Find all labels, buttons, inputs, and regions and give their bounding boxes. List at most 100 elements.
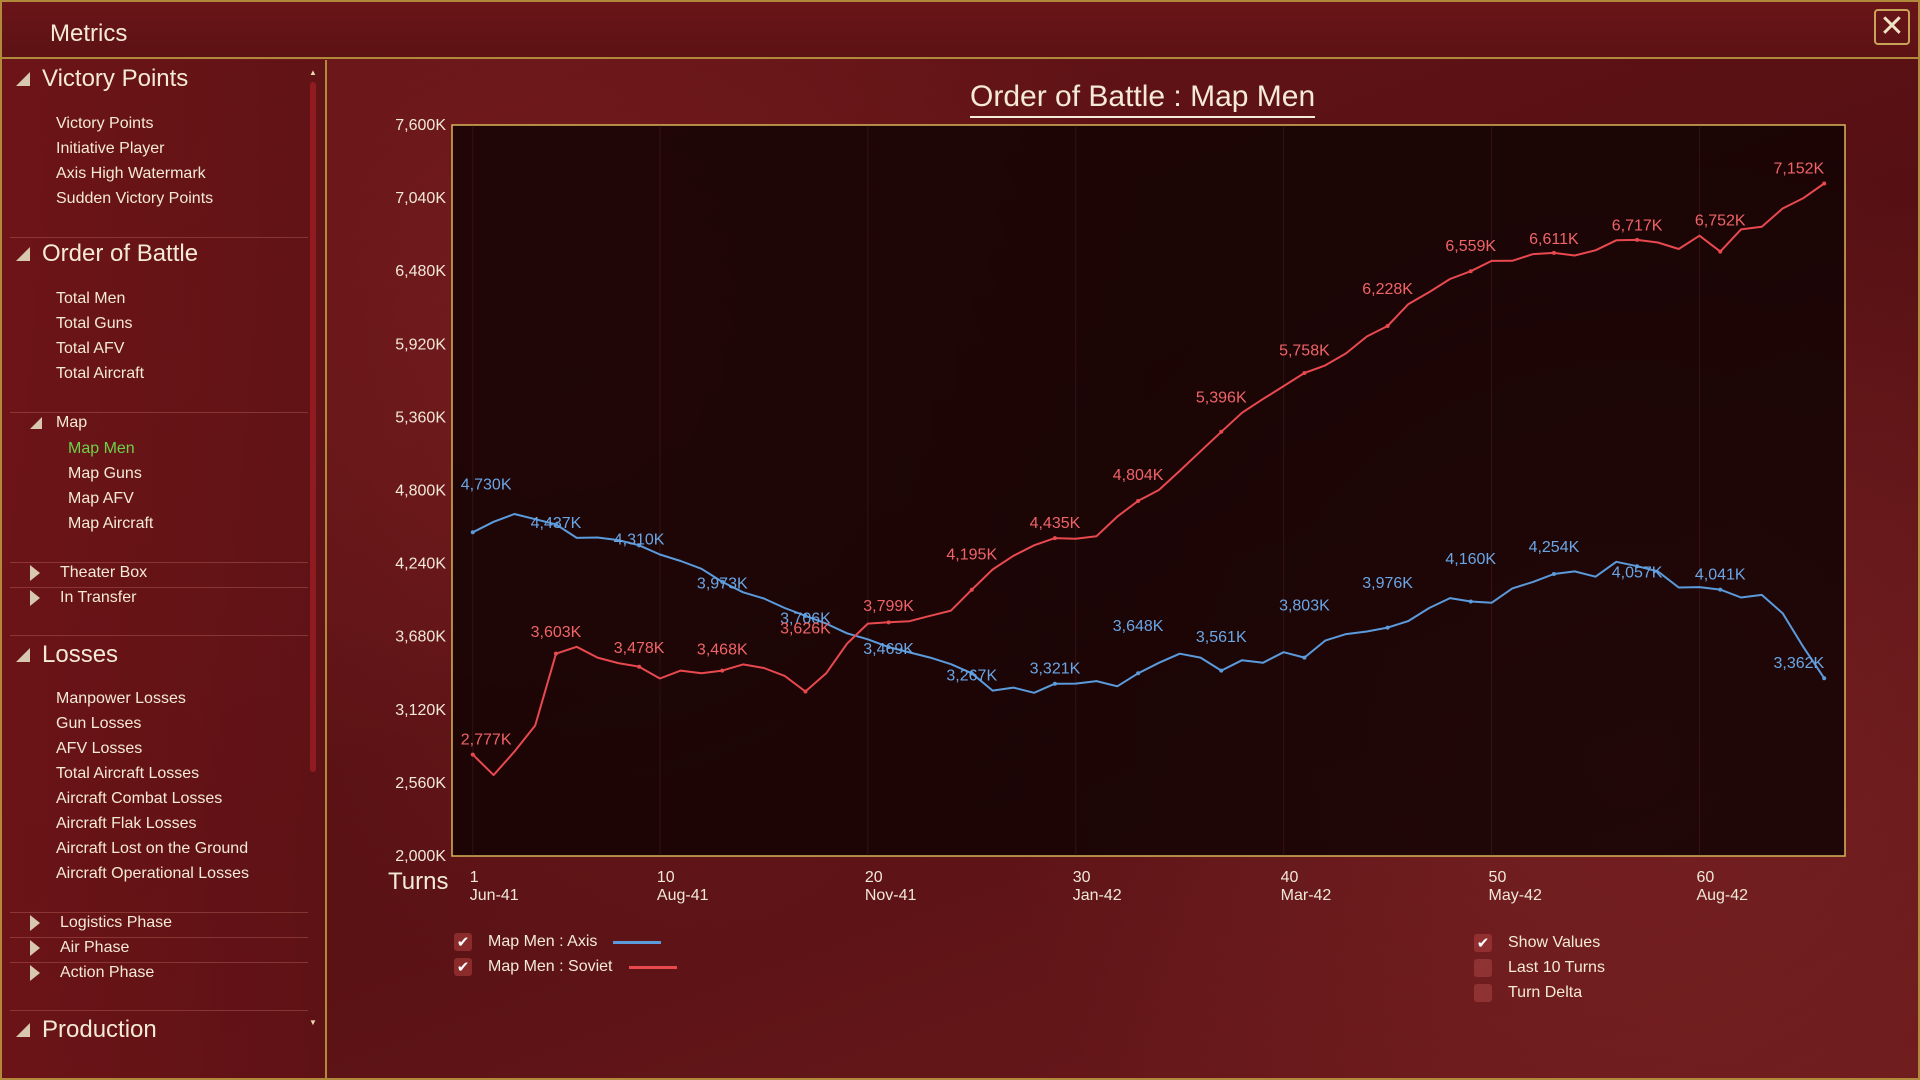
data-point xyxy=(1551,572,1556,577)
sidebar-item-map-afv[interactable]: Map AFV xyxy=(68,490,134,507)
data-label: 6,611K xyxy=(1529,231,1579,248)
group-header-theater-box[interactable]: Theater Box xyxy=(30,564,147,582)
y-tick-label: 3,680K xyxy=(395,629,446,646)
data-point xyxy=(1718,249,1723,254)
legend-label: Map Men : Axis xyxy=(488,933,598,950)
data-point xyxy=(470,752,475,757)
data-point xyxy=(886,620,891,625)
y-tick-label: 4,240K xyxy=(395,556,446,573)
series-line-soviet xyxy=(472,182,1825,777)
show-values-checkbox[interactable]: ✔ xyxy=(1474,934,1492,952)
collapse-triangle-icon xyxy=(30,590,40,606)
scroll-up-arrow-icon[interactable]: ▲ xyxy=(309,68,317,77)
group-header-action-phase[interactable]: Action Phase xyxy=(30,964,154,982)
legend-swatch-axis xyxy=(613,940,662,944)
data-label: 4,310K xyxy=(614,531,665,548)
legend-item-soviet[interactable]: ✔ Map Men : Soviet xyxy=(454,958,677,976)
close-button[interactable]: ✕ xyxy=(1874,9,1910,45)
data-label: 4,254K xyxy=(1529,539,1580,556)
section-label: Production xyxy=(42,1016,157,1043)
data-label: 4,435K xyxy=(1030,515,1081,532)
last-10-turns-checkbox[interactable] xyxy=(1474,959,1492,977)
data-point xyxy=(553,651,558,656)
section-header-order-of-battle[interactable]: Order of Battle xyxy=(16,237,198,271)
data-label: 3,803K xyxy=(1279,598,1330,615)
option-label: Show Values xyxy=(1508,934,1601,951)
sidebar-item-total-guns[interactable]: Total Guns xyxy=(56,315,133,332)
x-tick-turn-label: 60 xyxy=(1696,869,1714,886)
sidebar-item-map-guns[interactable]: Map Guns xyxy=(68,465,142,482)
section-header-victory-points[interactable]: Victory Points xyxy=(16,62,188,96)
x-tick-turn-label: 10 xyxy=(657,869,675,886)
sidebar-item-gun-losses[interactable]: Gun Losses xyxy=(56,715,142,732)
x-tick-turn-label: 40 xyxy=(1281,869,1299,886)
turn-delta-checkbox[interactable] xyxy=(1474,984,1492,1002)
data-label: 2,777K xyxy=(461,732,512,749)
data-point xyxy=(553,522,558,527)
data-point xyxy=(1551,250,1556,255)
group-header-air-phase[interactable]: Air Phase xyxy=(30,939,129,957)
section-label: Victory Points xyxy=(42,65,189,92)
data-point xyxy=(720,668,725,673)
x-tick-turn-label: 50 xyxy=(1489,869,1507,886)
option-show-values[interactable]: ✔ Show Values xyxy=(1474,934,1600,952)
data-label: 3,603K xyxy=(531,624,582,641)
x-axis-title: Turns xyxy=(388,868,449,895)
group-header-map[interactable]: Map xyxy=(30,414,87,432)
axis-series-checkbox[interactable]: ✔ xyxy=(454,933,472,951)
data-label: 3,706K xyxy=(780,610,831,627)
sidebar-item-aircraft-lost-on-ground[interactable]: Aircraft Lost on the Ground xyxy=(56,840,249,857)
sidebar-item-total-aircraft[interactable]: Total Aircraft xyxy=(56,365,145,382)
x-tick-turn-label: 30 xyxy=(1073,869,1091,886)
scroll-thumb[interactable] xyxy=(310,82,316,772)
option-last-10-turns[interactable]: Last 10 Turns xyxy=(1474,959,1605,977)
data-point xyxy=(1302,371,1307,376)
soviet-series-checkbox[interactable]: ✔ xyxy=(454,958,472,976)
data-label: 3,321K xyxy=(1030,661,1081,678)
sidebar-item-map-men[interactable]: Map Men xyxy=(68,440,135,457)
checkmark-icon: ✔ xyxy=(1476,934,1490,952)
sidebar-item-manpower-losses[interactable]: Manpower Losses xyxy=(56,690,186,707)
data-label: 6,752K xyxy=(1695,213,1746,230)
sidebar-item-afv-losses[interactable]: AFV Losses xyxy=(56,740,143,757)
sidebar-item-axis-high-watermark[interactable]: Axis High Watermark xyxy=(56,165,206,182)
sidebar-item-total-men[interactable]: Total Men xyxy=(56,290,126,307)
section-header-losses[interactable]: Losses xyxy=(16,638,118,672)
data-point xyxy=(1052,536,1057,541)
sidebar-item-initiative-player[interactable]: Initiative Player xyxy=(56,140,165,157)
option-turn-delta[interactable]: Turn Delta xyxy=(1474,984,1582,1002)
divider xyxy=(10,912,308,913)
group-label: Logistics Phase xyxy=(60,914,173,931)
data-point xyxy=(1822,676,1827,681)
group-label: Theater Box xyxy=(60,564,148,581)
sidebar-item-aircraft-combat-losses[interactable]: Aircraft Combat Losses xyxy=(56,790,223,807)
group-header-logistics-phase[interactable]: Logistics Phase xyxy=(30,914,172,932)
legend-item-axis[interactable]: ✔ Map Men : Axis xyxy=(454,933,662,951)
sidebar-scrollbar[interactable]: ▲ ▼ xyxy=(308,68,318,1033)
group-header-in-transfer[interactable]: In Transfer xyxy=(30,589,136,607)
checkmark-icon: ✔ xyxy=(456,933,470,951)
sidebar-item-total-afv[interactable]: Total AFV xyxy=(56,340,125,357)
data-label: 3,626K xyxy=(780,621,831,638)
x-tick-date-label: Nov-41 xyxy=(865,887,917,904)
collapse-triangle-icon xyxy=(30,915,40,931)
scroll-down-arrow-icon[interactable]: ▼ xyxy=(309,1018,317,1027)
data-point xyxy=(803,689,808,694)
x-tick-date-label: Mar-42 xyxy=(1281,887,1332,904)
title-bar: Metrics ✕ xyxy=(2,2,1918,59)
sidebar-item-victory-points[interactable]: Victory Points xyxy=(56,115,154,132)
sidebar-item-map-aircraft[interactable]: Map Aircraft xyxy=(68,515,154,532)
divider xyxy=(10,562,308,563)
data-point xyxy=(1136,671,1141,676)
data-point xyxy=(1219,668,1224,673)
data-point xyxy=(1468,599,1473,604)
data-label: 4,437K xyxy=(531,515,582,532)
sidebar-item-aircraft-flak-losses[interactable]: Aircraft Flak Losses xyxy=(56,815,197,832)
data-label: 6,559K xyxy=(1445,238,1496,255)
section-header-production[interactable]: Production xyxy=(16,1013,157,1047)
data-label: 6,717K xyxy=(1612,217,1663,234)
data-point xyxy=(969,587,974,592)
sidebar-item-sudden-victory-points[interactable]: Sudden Victory Points xyxy=(56,190,214,207)
sidebar-item-aircraft-operational-losses[interactable]: Aircraft Operational Losses xyxy=(56,865,249,882)
sidebar-item-total-aircraft-losses[interactable]: Total Aircraft Losses xyxy=(56,765,200,782)
